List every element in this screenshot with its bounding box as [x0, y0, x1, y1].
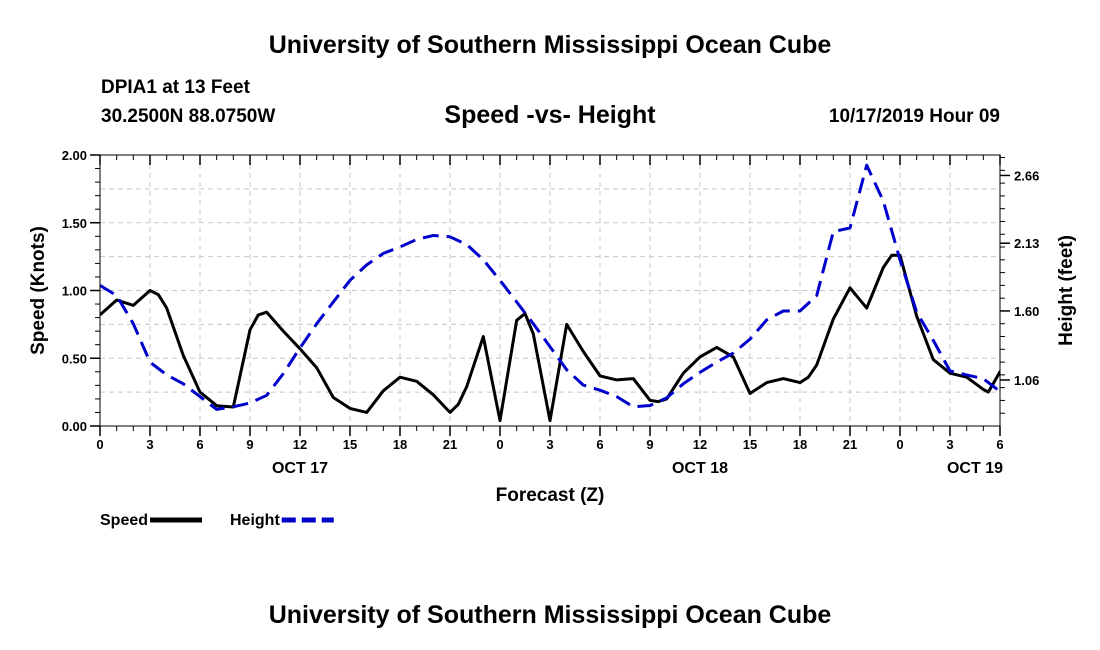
- x-tick-label: 21: [843, 437, 857, 452]
- x-tick-label: 18: [393, 437, 407, 452]
- y-tick-label: 1.50: [62, 216, 87, 231]
- plot-title: Speed -vs- Height: [444, 101, 656, 129]
- x-tick-label: 6: [996, 437, 1003, 452]
- page-title: University of Southern Mississippi Ocean…: [268, 31, 832, 59]
- x-tick-label: 0: [496, 437, 503, 452]
- axes: 0 3 6 9 12 15 18 21 0 3 6 9 12 15 18 21 0 3 6 OCT 17 OCT 18 O…: [28, 148, 1077, 506]
- y-tick-label: 0.50: [62, 351, 87, 366]
- x-tick-label: 9: [646, 437, 653, 452]
- y-tick-label: 1.00: [62, 284, 87, 299]
- x-tick-label: 15: [743, 437, 757, 452]
- footer-title: University of Southern Mississippi Ocean…: [268, 601, 832, 629]
- y-axis-label: Speed (Knots): [28, 226, 49, 355]
- x-day-label: OCT 18: [672, 460, 728, 477]
- y2-axis-label: Height (feet): [1056, 235, 1077, 346]
- y2-tick-label: 1.60: [1014, 304, 1039, 319]
- x-tick-label: 0: [896, 437, 903, 452]
- x-tick-label: 3: [146, 437, 153, 452]
- series-line-height: [100, 163, 1000, 411]
- x-tick-label: 3: [946, 437, 953, 452]
- legend: Speed Height: [100, 512, 334, 529]
- grid-lines: [100, 155, 1000, 426]
- x-day-label: OCT 19: [947, 460, 1003, 477]
- x-tick-label: 15: [343, 437, 357, 452]
- x-tick-label: 6: [596, 437, 603, 452]
- x-tick-label: 0: [96, 437, 103, 452]
- x-tick-label: 21: [443, 437, 457, 452]
- legend-label-height: Height: [230, 512, 280, 529]
- x-tick-label: 6: [196, 437, 203, 452]
- x-tick-label: 3: [546, 437, 553, 452]
- station-name: DPIA1 at 13 Feet: [101, 77, 250, 98]
- series-line-speed: [100, 253, 1000, 423]
- x-tick-label: 12: [293, 437, 307, 452]
- x-tick-label: 18: [793, 437, 807, 452]
- data-lines: [100, 163, 1000, 423]
- y2-tick-label: 2.66: [1014, 168, 1039, 183]
- x-day-label: OCT 17: [272, 460, 328, 477]
- y2-tick-label: 2.13: [1014, 236, 1039, 251]
- y-tick-label: 2.00: [62, 148, 87, 163]
- station-coordinates: 30.2500N 88.0750W: [101, 106, 276, 127]
- y-tick-label: 0.00: [62, 419, 87, 434]
- x-axis-label: Forecast (Z): [496, 485, 605, 506]
- x-tick-label: 9: [246, 437, 253, 452]
- y2-tick-label: 1.06: [1014, 373, 1039, 388]
- x-tick-label: 12: [693, 437, 707, 452]
- forecast-datetime: 10/17/2019 Hour 09: [828, 106, 1000, 127]
- legend-label-speed: Speed: [100, 512, 148, 529]
